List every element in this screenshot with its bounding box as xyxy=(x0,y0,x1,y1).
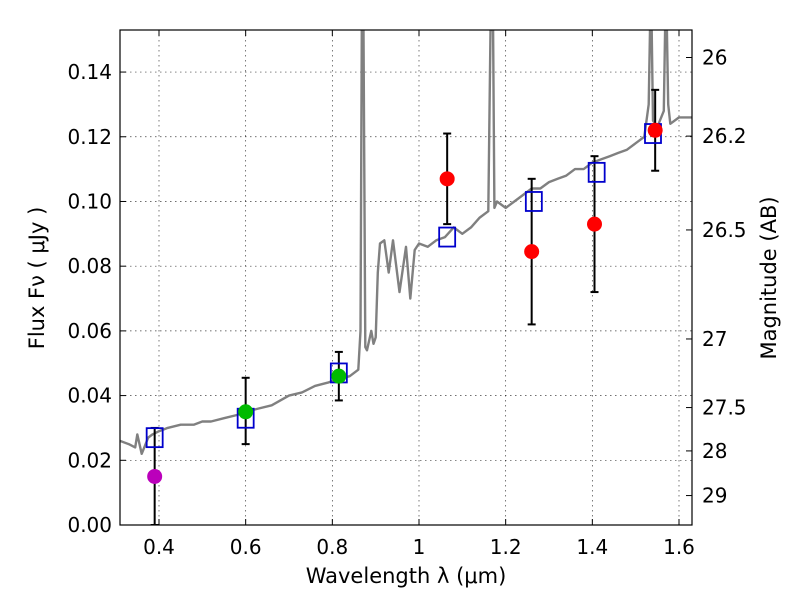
observed-point xyxy=(524,244,540,260)
x-tick-label: 0.8 xyxy=(316,535,348,559)
model-point xyxy=(524,191,543,212)
x-tick-label: 0.4 xyxy=(143,535,175,559)
observed-point xyxy=(147,468,163,484)
right-tick-label: 26 xyxy=(702,46,727,70)
model-point xyxy=(145,427,164,449)
right-axis-title: Magnitude (AB) xyxy=(757,196,781,359)
y-tick-label: 0.08 xyxy=(67,254,112,278)
observed-point xyxy=(439,171,455,187)
x-tick-label: 1 xyxy=(413,535,426,559)
y-tick-label: 0.12 xyxy=(67,125,112,149)
plot-frame xyxy=(119,29,693,526)
y-tick-label: 0.04 xyxy=(67,384,112,408)
right-tick-label: 27 xyxy=(702,327,727,351)
model-point xyxy=(438,226,457,248)
y-tick-label: 0.14 xyxy=(67,60,112,84)
right-tick-label: 26.2 xyxy=(702,124,747,148)
y-axis-title: Flux Fν ( μJy ) xyxy=(25,207,49,350)
right-tick-label: 28 xyxy=(702,439,727,463)
x-axis-title: Wavelength λ (μm) xyxy=(306,564,507,588)
right-tick-label: 26.5 xyxy=(702,218,747,242)
right-tick-label: 27.5 xyxy=(702,396,747,420)
right-tick-label: 29 xyxy=(702,484,727,508)
observed-point xyxy=(587,216,602,232)
x-tick-label: 1.2 xyxy=(490,535,522,559)
y-tick-label: 0.02 xyxy=(67,448,112,472)
y-tick-label: 0.00 xyxy=(67,513,112,537)
observed-point xyxy=(331,368,347,384)
observed-photometry xyxy=(147,122,663,484)
x-tick-label: 1.4 xyxy=(576,535,608,559)
observed-point xyxy=(238,404,254,420)
model-point xyxy=(587,161,606,183)
x-tick-label: 0.6 xyxy=(230,535,262,559)
y-tick-label: 0.10 xyxy=(67,189,112,213)
axis-ticks: 0.4 0.6 0.8 1 1.2 1.4 1.6 0.00 0.02 0.04 0.06 0.08 0… xyxy=(67,30,747,559)
y-tick-label: 0.06 xyxy=(67,319,112,343)
x-tick-label: 1.6 xyxy=(663,535,695,559)
observed-point xyxy=(647,122,663,138)
